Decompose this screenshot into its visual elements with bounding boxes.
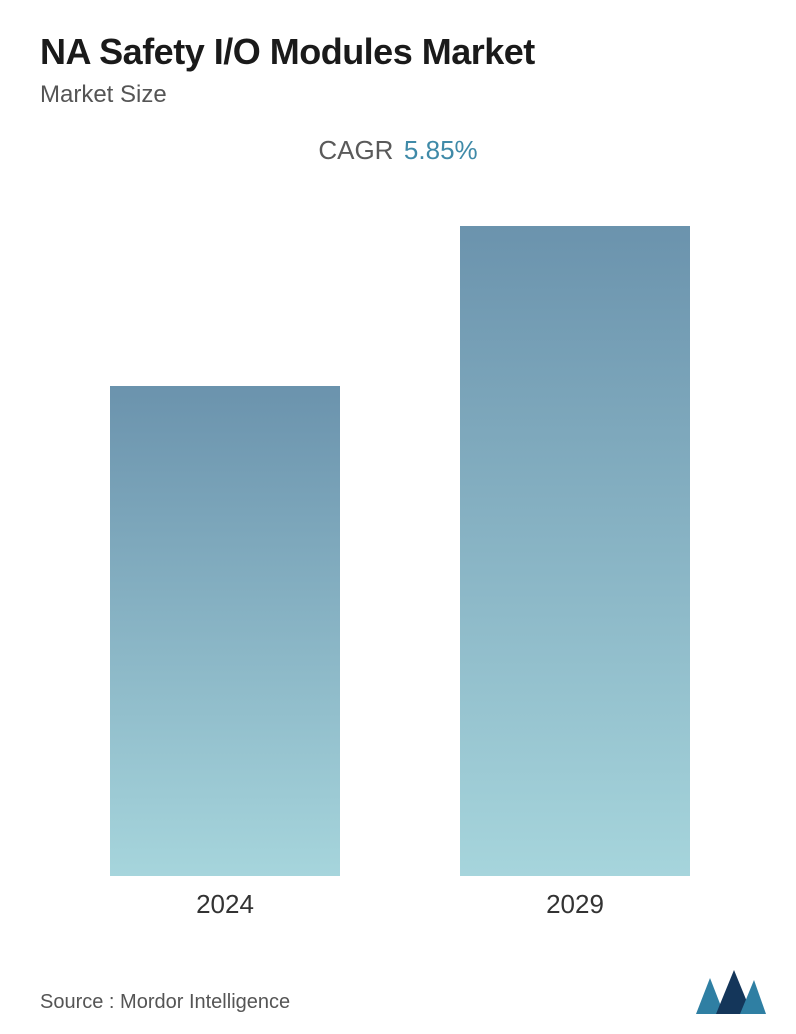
- cagr-block: CAGR 5.85%: [40, 135, 756, 166]
- bar-label: 2029: [460, 889, 690, 920]
- bar-2024: 2024: [110, 386, 340, 876]
- chart-subtitle: Market Size: [40, 81, 756, 109]
- bar-2029: 2029: [460, 226, 690, 876]
- bar-rect: [110, 386, 340, 876]
- bar-rect: [460, 226, 690, 876]
- bar-chart: 2024 2029: [40, 206, 756, 926]
- cagr-value: 5.85%: [404, 135, 478, 165]
- bar-label: 2024: [110, 889, 340, 920]
- chart-title: NA Safety I/O Modules Market: [40, 30, 756, 73]
- brand-logo-icon: [696, 970, 766, 1014]
- cagr-label: CAGR: [318, 135, 393, 165]
- source-attribution: Source : Mordor Intelligence: [40, 991, 290, 1014]
